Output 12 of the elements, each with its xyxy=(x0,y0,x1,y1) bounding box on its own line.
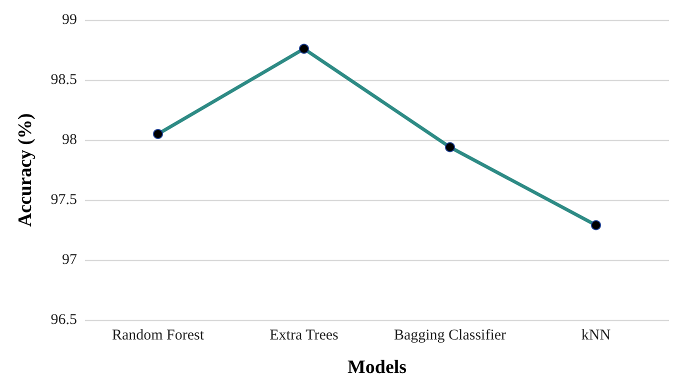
y-tick-label: 98 xyxy=(62,132,77,148)
y-tick-label: 99 xyxy=(62,12,77,28)
x-tick-label: Random Forest xyxy=(112,328,205,344)
x-tick-label: Bagging Classifier xyxy=(394,328,506,344)
x-tick-label: kNN xyxy=(581,328,611,344)
x-tick-label: Extra Trees xyxy=(270,328,339,344)
y-tick-label: 97 xyxy=(62,252,78,268)
y-axis-title: Accuracy (%) xyxy=(15,113,36,227)
y-tick-label: 96.5 xyxy=(50,312,77,328)
x-axis-title: Models xyxy=(347,357,407,378)
y-tick-label: 98.5 xyxy=(50,72,77,88)
y-tick-label: 97.5 xyxy=(50,192,77,208)
